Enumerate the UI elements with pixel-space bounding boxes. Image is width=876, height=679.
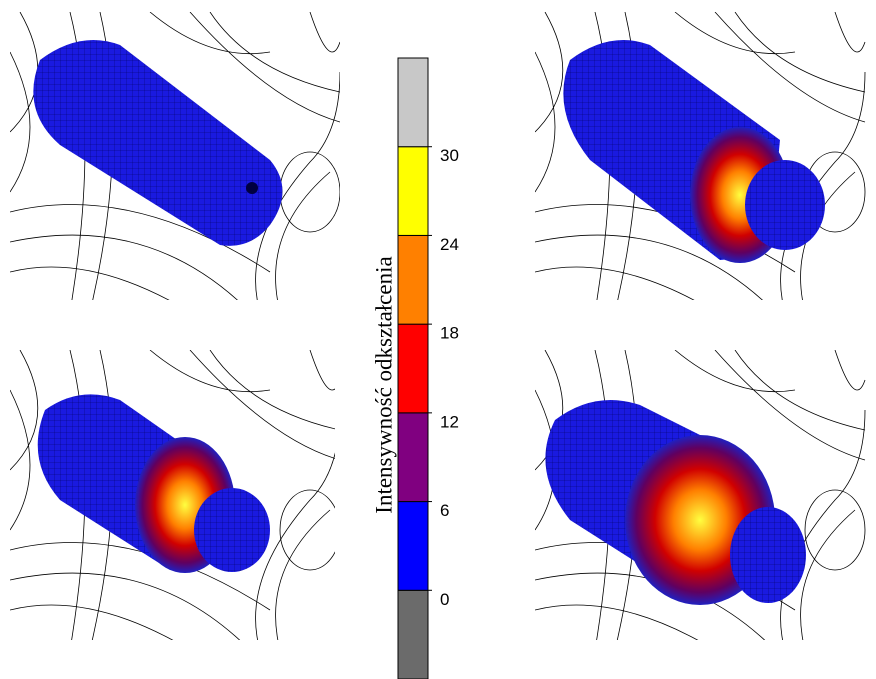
panel-bottom-left	[10, 350, 340, 650]
colorbar-tick-label: 30	[440, 146, 459, 165]
colorbar-tick-label: 24	[440, 235, 459, 254]
colorbar-tick-label: 0	[440, 590, 449, 609]
billet-end	[745, 160, 825, 250]
colorbar-band	[398, 147, 428, 236]
colorbar-tick-label: 6	[440, 501, 449, 520]
colorbar-tick-label: 12	[440, 412, 459, 431]
colorbar-tick-label: 18	[440, 324, 459, 343]
colorbar-band	[398, 58, 428, 147]
colorbar-label: Intensywność odkształcenia	[371, 256, 396, 513]
billet-end	[194, 488, 270, 572]
colorbar: 0 6 12 18 24 30	[398, 58, 459, 679]
colorbar-band	[398, 413, 428, 502]
billet-end	[730, 507, 806, 603]
colorbar-band	[398, 590, 428, 679]
panel-bottom-right	[535, 350, 865, 650]
panel-top-left	[10, 12, 340, 312]
billet	[33, 40, 282, 246]
colorbar-band	[398, 324, 428, 413]
figure: 0 6 12 18 24 30 Intensywność odkształcenia	[0, 0, 876, 679]
colorbar-band	[398, 235, 428, 324]
panel-top-right	[535, 12, 865, 312]
colorbar-band	[398, 502, 428, 591]
billet-center	[246, 182, 258, 194]
